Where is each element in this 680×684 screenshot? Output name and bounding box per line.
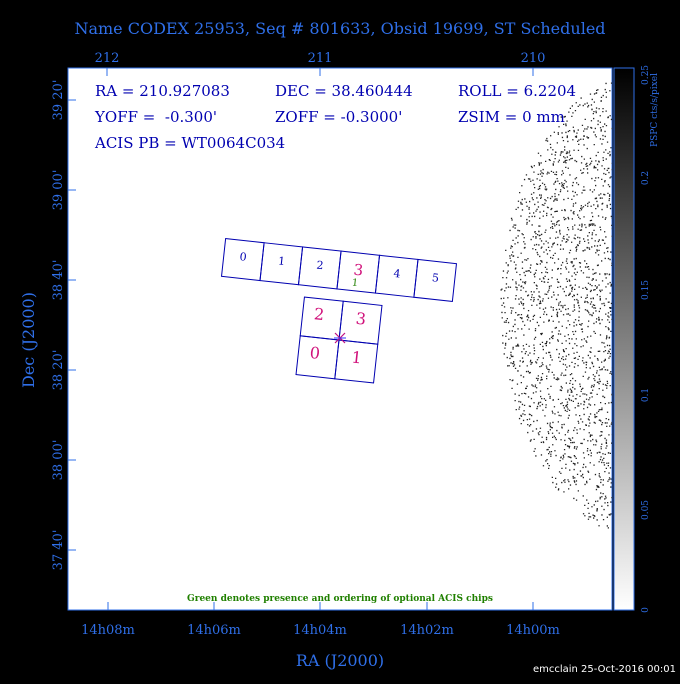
acis-i-chip-label: 2 bbox=[313, 304, 325, 324]
bottom-tick-label: 14h06m bbox=[187, 623, 241, 638]
left-tick-label: 38 20' bbox=[51, 350, 66, 391]
left-tick-label: 38 00' bbox=[51, 440, 66, 481]
acis-i-chip-label: 1 bbox=[351, 348, 363, 368]
acis-s-chip-label: 2 bbox=[316, 259, 324, 273]
acis-i-chip bbox=[334, 339, 379, 384]
colorbar-tick-label: 0.15 bbox=[641, 280, 651, 300]
y-axis-label: Dec (J2000) bbox=[19, 292, 38, 388]
colorbar-tick-label: 0.25 bbox=[641, 65, 651, 85]
acis-i-array: 2 3 0 1 bbox=[295, 296, 383, 384]
bottom-tick-label: 14h04m bbox=[293, 623, 347, 638]
acis-s-chip bbox=[413, 258, 458, 302]
top-tick-label: 212 bbox=[95, 51, 120, 66]
info-roll: ROLL = 6.2204 bbox=[458, 82, 576, 100]
acis-s-chip-label: 4 bbox=[393, 267, 401, 281]
acis-s-array: 0 1 2 3 4 5 1 bbox=[220, 238, 458, 302]
note: Green denotes presence and ordering of o… bbox=[187, 594, 493, 604]
acis-i-chip-label: 0 bbox=[309, 343, 321, 363]
sky-image bbox=[500, 82, 612, 529]
left-tick-label: 39 20' bbox=[51, 80, 66, 121]
title: Name CODEX 25953, Seq # 801633, Obsid 19… bbox=[74, 19, 605, 38]
bottom-tick-label: 14h00m bbox=[506, 623, 560, 638]
footer: emcclain 25-Oct-2016 00:01 bbox=[533, 664, 676, 675]
x-axis-label: RA (J2000) bbox=[296, 651, 384, 670]
acis-s-optional: 1 bbox=[351, 277, 359, 289]
speckle-dots bbox=[500, 82, 612, 529]
colorbar-tick-label: 0.2 bbox=[641, 171, 651, 185]
bottom-tick-label: 14h08m bbox=[81, 623, 135, 638]
acis-s-chip-label: 3 bbox=[353, 261, 364, 280]
info-dec: DEC = 38.460444 bbox=[275, 82, 413, 100]
acis-i-chip-label: 3 bbox=[355, 309, 367, 329]
colorbar-ticks: 0 0.05 0.1 0.15 0.2 0.25 bbox=[641, 65, 651, 613]
acis-s-chip-label: 5 bbox=[431, 271, 439, 285]
plot-area bbox=[67, 67, 613, 611]
colorbar-tick-label: 0.05 bbox=[641, 500, 651, 520]
top-tick-label: 211 bbox=[308, 51, 333, 66]
info-yoff: YOFF = -0.300' bbox=[94, 108, 217, 126]
colorbar bbox=[613, 67, 635, 611]
info-zoff: ZOFF = -0.3000' bbox=[275, 108, 402, 126]
acis-s-chip-label: 1 bbox=[277, 254, 285, 268]
top-tick-label: 210 bbox=[521, 51, 546, 66]
colorbar-label: PSPC cts/s/pixel bbox=[650, 73, 660, 147]
info-zsim: ZSIM = 0 mm bbox=[458, 108, 565, 126]
left-tick-label: 37 40' bbox=[51, 530, 66, 571]
colorbar-tick-label: 0.1 bbox=[641, 388, 651, 402]
left-tick-label: 38 40' bbox=[51, 260, 66, 301]
bottom-tick-label: 14h02m bbox=[400, 623, 454, 638]
left-tick-label: 39 00' bbox=[51, 170, 66, 211]
colorbar-tick-label: 0 bbox=[641, 607, 651, 613]
info-ra: RA = 210.927083 bbox=[95, 82, 230, 100]
info-pb: ACIS PB = WT0064C034 bbox=[94, 134, 285, 152]
acis-s-chip-label: 0 bbox=[239, 250, 247, 264]
aimpoint bbox=[334, 332, 346, 344]
